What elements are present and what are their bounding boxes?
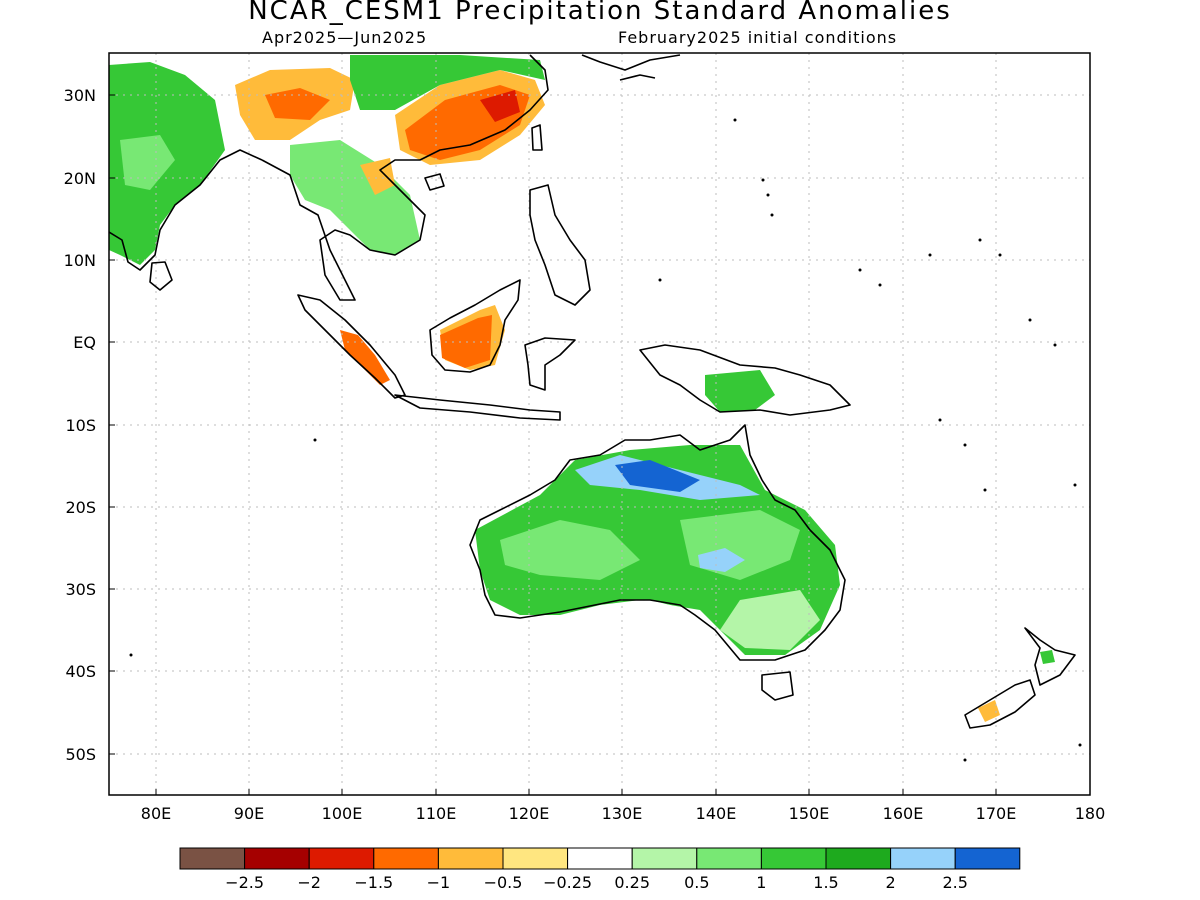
- pacific-islands: [129, 118, 1082, 762]
- lon-label: 160E: [883, 804, 924, 823]
- coast-newguinea: [639, 344, 851, 416]
- colorbar-label: 1.5: [813, 873, 838, 892]
- anomaly-orange-indochina: [360, 158, 395, 195]
- lat-label: 40S: [65, 662, 96, 681]
- coast-australia: [469, 424, 846, 661]
- lon-label: 100E: [322, 804, 363, 823]
- coast-sulawesi: [524, 337, 576, 391]
- colorbar-swatch: [308, 847, 375, 870]
- colorbar-swatch: [825, 847, 892, 870]
- coast-taiwan: [531, 124, 543, 151]
- colorbar-label: −0.25: [543, 873, 592, 892]
- lon-label: 170E: [976, 804, 1017, 823]
- lat-label: 20S: [65, 498, 96, 517]
- lon-label: 120E: [509, 804, 550, 823]
- anomaly-red-china: [480, 90, 520, 122]
- colorbar-label: −2.5: [225, 873, 264, 892]
- lat-label: 10N: [64, 251, 96, 270]
- colorbar-swatch: [890, 847, 956, 870]
- colorbar: −2.5 −2 −1.5 −1 −0.5 −0.25 0.25 0.5 1 1.5 2 2.5: [179, 847, 1021, 892]
- anomaly-green-indochina: [290, 140, 420, 255]
- colorbar-label: 0.25: [614, 873, 650, 892]
- colorbar-swatch: [696, 847, 762, 870]
- lat-label: 50S: [65, 745, 96, 764]
- coast-tasmania: [761, 671, 794, 701]
- anomaly-field: [109, 55, 1055, 722]
- lon-label: 130E: [602, 804, 643, 823]
- anomaly-paleGreen-australia-south: [720, 590, 820, 650]
- colorbar-label: −2: [297, 873, 321, 892]
- coast-japan-korea: [581, 54, 681, 81]
- lon-label: 80E: [141, 804, 171, 823]
- coast-newzealand-south: [964, 679, 1036, 729]
- coast-philippines: [529, 184, 591, 306]
- anomaly-green-newzealand: [1040, 650, 1055, 664]
- longitude-labels: 80E 90E 100E 110E 120E 130E 140E 150E 16…: [141, 804, 1106, 823]
- lon-label: 150E: [789, 804, 830, 823]
- colorbar-swatch: [567, 847, 633, 870]
- colorbar-label: 0.5: [684, 873, 709, 892]
- anomaly-lightgreen-india: [120, 135, 175, 190]
- colorbar-swatch: [631, 847, 698, 870]
- colorbar-label: 1: [756, 873, 766, 892]
- coast-sumatra: [297, 294, 406, 399]
- anomaly-darkorange-tibet: [265, 88, 330, 120]
- coast-srilanka: [149, 261, 173, 291]
- anomaly-blue-north-australia: [615, 460, 700, 492]
- gridlines: [109, 53, 1090, 795]
- anomaly-orange-newzealand: [978, 700, 1000, 722]
- colorbar-swatch: [373, 847, 439, 870]
- lat-label: 10S: [65, 416, 96, 435]
- initial-conditions: February2025 initial conditions: [618, 28, 898, 47]
- coast-hainan: [424, 173, 445, 191]
- map-title: NCAR_CESM1 Precipitation Standard Anomal…: [248, 0, 952, 26]
- anomaly-white-australia-south: [600, 600, 690, 615]
- coastlines: [109, 54, 1076, 729]
- lon-label: 90E: [234, 804, 264, 823]
- colorbar-swatch: [760, 847, 827, 870]
- map-frame: [108, 52, 1091, 796]
- colorbar-swatch: [437, 847, 504, 870]
- axis-ticks: [109, 94, 997, 795]
- coast-newzealand-north: [1024, 627, 1076, 686]
- anomaly-green-northchina: [350, 55, 545, 110]
- colorbar-swatch: [179, 847, 246, 870]
- colorbar-swatch: [502, 847, 569, 870]
- colorbar-swatch: [244, 847, 310, 870]
- coast-burma-indochina: [261, 54, 549, 301]
- colorbar-label: −1.5: [354, 873, 393, 892]
- lat-label: 20N: [64, 169, 96, 188]
- lat-label: 30N: [64, 86, 96, 105]
- anomaly-darkorange-sumatra: [340, 330, 390, 385]
- lat-label: 30S: [65, 580, 96, 599]
- anomaly-lightgreen-australia: [500, 520, 640, 580]
- lon-label: 180: [1075, 804, 1106, 823]
- coast-india: [109, 149, 263, 271]
- lon-label: 110E: [416, 804, 457, 823]
- coast-borneo: [429, 279, 521, 373]
- coast-java: [394, 394, 561, 421]
- colorbar-swatch: [954, 847, 1021, 870]
- colorbar-label: 2: [886, 873, 896, 892]
- colorbar-label: −0.5: [484, 873, 523, 892]
- colorbar-label: 2.5: [942, 873, 967, 892]
- latitude-labels: 30N 20N 10N EQ 10S 20S 30S 40S 50S: [64, 86, 96, 764]
- lat-label: EQ: [73, 333, 96, 352]
- forecast-period: Apr2025—Jun2025: [262, 28, 428, 47]
- lon-label: 140E: [696, 804, 737, 823]
- colorbar-label: −1: [427, 873, 451, 892]
- anomaly-lightblue-central-australia: [698, 548, 745, 572]
- anomaly-green-newguinea: [705, 370, 775, 412]
